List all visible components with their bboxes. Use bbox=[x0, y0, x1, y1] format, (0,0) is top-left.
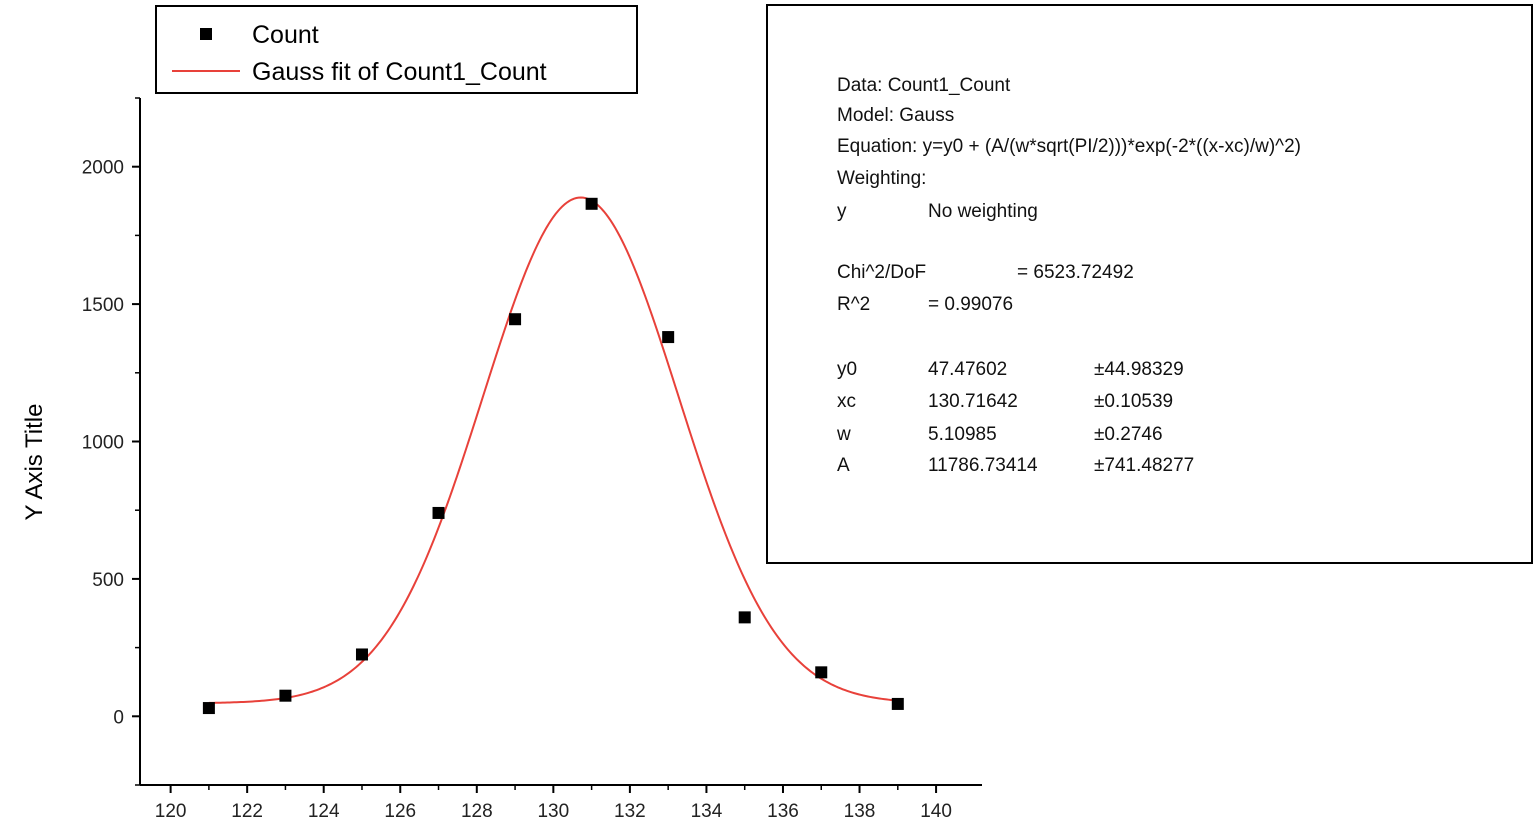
stats-line-model: Model: Gauss bbox=[837, 105, 954, 126]
y-tick-label: 1500 bbox=[82, 295, 124, 316]
y-tick-label: 0 bbox=[113, 707, 124, 728]
data-point bbox=[738, 611, 751, 624]
data-point bbox=[202, 702, 215, 715]
stats-r2-value: = 0.99076 bbox=[928, 294, 1013, 315]
y-axis-title: Y Axis Title bbox=[21, 404, 48, 521]
data-point bbox=[585, 197, 598, 210]
x-tick-label: 134 bbox=[691, 801, 723, 822]
stats-param-name: w bbox=[836, 424, 851, 445]
stats-line-equation: Equation: y=y0 + (A/(w*sqrt(PI/2)))*exp(… bbox=[837, 136, 1301, 157]
stats-param-error: ±0.2746 bbox=[1094, 424, 1163, 445]
x-tick-label: 132 bbox=[614, 801, 646, 822]
data-point bbox=[662, 331, 675, 344]
x-tick-label: 136 bbox=[767, 801, 799, 822]
y-tick-label: 2000 bbox=[82, 158, 124, 179]
legend-label-count: Count bbox=[252, 21, 319, 49]
stats-line-data: Data: Count1_Count bbox=[837, 75, 1011, 96]
data-point bbox=[891, 697, 904, 710]
x-tick-label: 122 bbox=[231, 801, 263, 822]
stats-r2-key: R^2 bbox=[837, 294, 870, 315]
legend-frame bbox=[155, 5, 638, 94]
x-tick-label: 140 bbox=[920, 801, 952, 822]
x-tick-label: 120 bbox=[155, 801, 187, 822]
plot-marks: 120 122 124 126 128 130 132 134 136 138 140 0 500 100… bbox=[82, 97, 952, 822]
x-tick-label: 124 bbox=[308, 801, 340, 822]
legend: Count Gauss fit of Count1_Count bbox=[155, 5, 638, 94]
x-tick-label: 128 bbox=[461, 801, 493, 822]
y-tick-label: 500 bbox=[92, 570, 124, 591]
stats-param-error: ±741.48277 bbox=[1094, 455, 1194, 476]
data-point bbox=[509, 313, 522, 326]
x-tick-label: 138 bbox=[844, 801, 876, 822]
stats-weighting-value: No weighting bbox=[928, 201, 1038, 222]
data-point bbox=[355, 648, 368, 661]
stats-param-error: ±0.10539 bbox=[1094, 391, 1173, 412]
fit-line bbox=[208, 196, 898, 704]
data-point bbox=[279, 689, 292, 702]
stats-param-value: 47.47602 bbox=[928, 359, 1007, 380]
legend-label-fit: Gauss fit of Count1_Count bbox=[252, 58, 547, 86]
stats-chi2-key: Chi^2/DoF bbox=[837, 262, 926, 283]
data-point bbox=[815, 666, 828, 679]
x-tick-label: 130 bbox=[537, 801, 569, 822]
stats-line-weighting: Weighting: bbox=[837, 168, 926, 189]
legend-marker-count bbox=[200, 28, 212, 40]
y-tick-label: 1000 bbox=[82, 433, 124, 454]
stats-param-value: 5.10985 bbox=[928, 424, 997, 445]
stats-param-value: 11786.73414 bbox=[928, 455, 1038, 476]
stats-param-error: ±44.98329 bbox=[1094, 359, 1184, 380]
stats-box: Data: Count1_Count Model: Gauss Equation… bbox=[766, 4, 1533, 564]
stats-param-name: y0 bbox=[837, 359, 857, 380]
stats-param-name: xc bbox=[837, 391, 856, 412]
stats-chi2-value: = 6523.72492 bbox=[1017, 262, 1134, 283]
stats-weighting-key: y bbox=[837, 201, 847, 222]
data-point bbox=[432, 506, 445, 519]
stats-param-value: 130.71642 bbox=[928, 391, 1018, 412]
x-tick-label: 126 bbox=[384, 801, 416, 822]
stats-param-name: A bbox=[837, 455, 850, 476]
stats-frame bbox=[766, 4, 1533, 564]
